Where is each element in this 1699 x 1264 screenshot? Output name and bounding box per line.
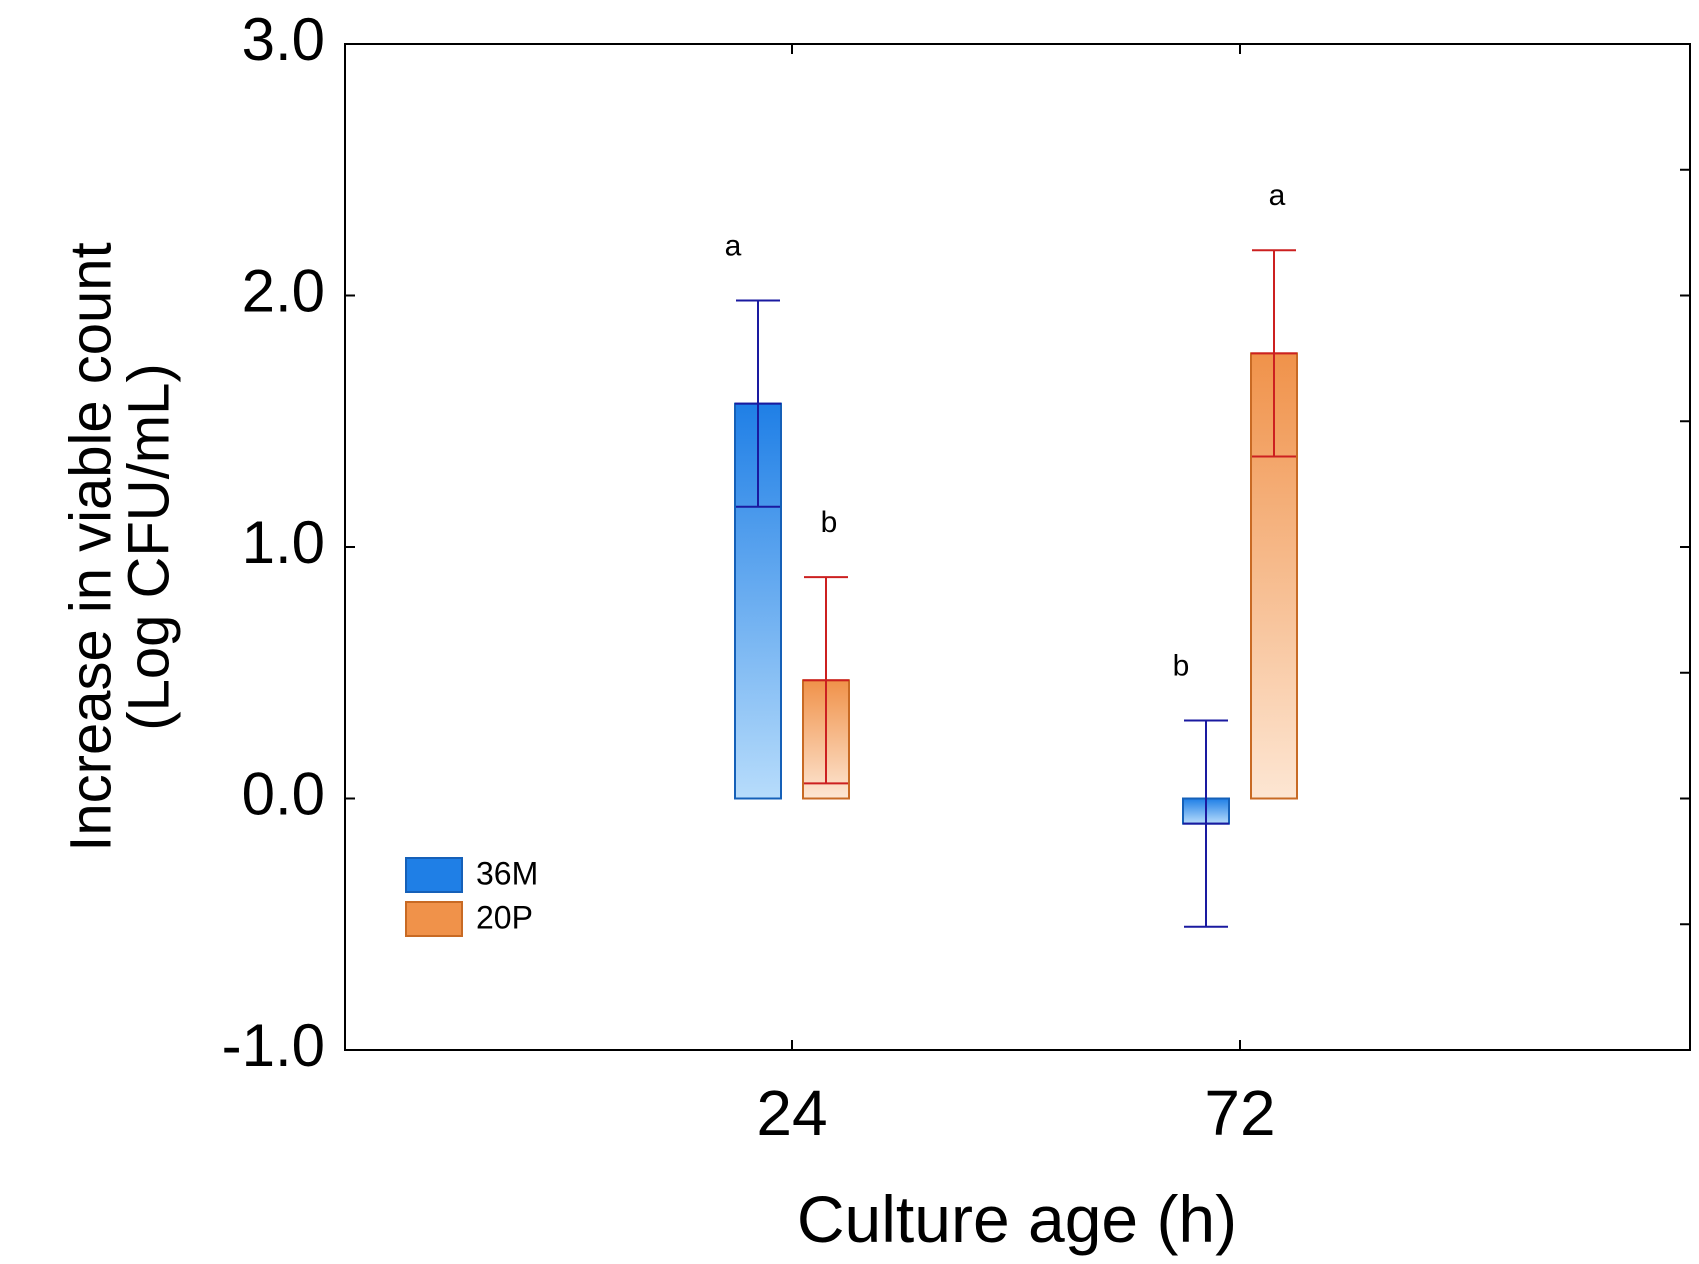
y-tick-label: 2.0 <box>242 257 325 324</box>
bars <box>734 352 1298 825</box>
significance-letter: a <box>1269 179 1286 212</box>
significance-letters: a b b a <box>725 179 1286 682</box>
y-tick-label: 3.0 <box>242 6 325 73</box>
x-tick-label: 24 <box>756 1077 827 1149</box>
plot-frame <box>344 43 1691 1051</box>
legend-label-20P: 20P <box>476 899 533 935</box>
legend-label-36M: 36M <box>476 855 538 891</box>
x-tick-label: 72 <box>1204 1077 1275 1149</box>
significance-letter: b <box>821 506 838 539</box>
legend-swatch-20P <box>405 901 463 937</box>
error-bars <box>735 249 1297 928</box>
y-axis-title: Increase in viable count (Log CFU/mL) <box>58 242 181 851</box>
x-axis-title: Culture age (h) <box>797 1182 1237 1256</box>
y-tick-label: 0.0 <box>242 760 325 827</box>
y-tick-labels: -1.0 0.0 1.0 2.0 3.0 <box>222 6 325 1079</box>
legend-swatch-36M <box>405 857 463 893</box>
y-tick-label: -1.0 <box>222 1012 325 1079</box>
significance-letter: b <box>1173 650 1190 683</box>
y-axis-title-line-1: Increase in viable count <box>58 242 123 851</box>
y-axis-title-line-2: (Log CFU/mL) <box>116 363 181 730</box>
significance-letter: a <box>725 230 742 263</box>
y-tick-label: 1.0 <box>242 509 325 576</box>
axis-ticks <box>345 43 1690 1051</box>
x-tick-labels: 24 72 <box>756 1077 1275 1149</box>
